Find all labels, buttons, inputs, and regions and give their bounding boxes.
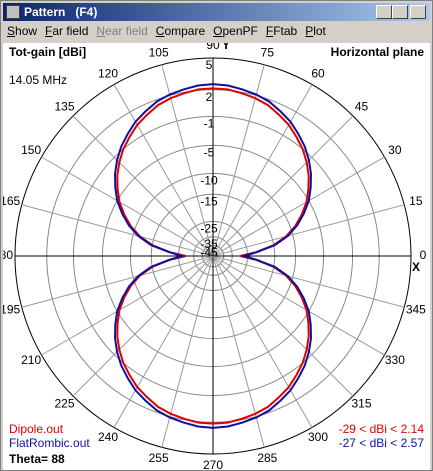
angle-label: 60 bbox=[311, 66, 325, 80]
menu-item[interactable]: Near field bbox=[96, 24, 148, 38]
angle-label: 285 bbox=[257, 451, 277, 465]
pattern-trace bbox=[113, 83, 313, 429]
angle-label: 255 bbox=[149, 451, 169, 465]
grid-spoke bbox=[212, 115, 354, 257]
plot-title: Tot-gain [dBi] bbox=[9, 45, 86, 59]
legend-name: Dipole.out bbox=[9, 422, 64, 436]
window-title: Pattern (F4) bbox=[24, 5, 98, 19]
title-bar: Pattern (F4) bbox=[3, 3, 430, 21]
frequency-label: 14.05 MHz bbox=[9, 73, 67, 87]
theta-label: Theta= 88 bbox=[9, 452, 65, 466]
maximize-button[interactable] bbox=[392, 5, 408, 19]
menu-item[interactable]: Plot bbox=[305, 24, 326, 38]
legend-range: -29 < dBi < 2.14 bbox=[339, 422, 425, 436]
close-button[interactable] bbox=[410, 5, 426, 19]
grid-spoke bbox=[212, 204, 405, 257]
grid-spoke bbox=[212, 255, 313, 428]
r-tick-label: -5 bbox=[204, 146, 215, 160]
angle-label: 75 bbox=[261, 45, 275, 59]
menu-item[interactable]: Compare bbox=[155, 24, 206, 38]
polar-plot: 0153045607590105120135150165180195210225… bbox=[3, 43, 430, 470]
menu-item[interactable]: Show bbox=[7, 24, 38, 38]
grid-spoke bbox=[161, 255, 214, 448]
angle-label: 120 bbox=[98, 66, 118, 80]
y-axis-label: Y bbox=[222, 43, 230, 52]
plane-label: Horizontal plane bbox=[331, 45, 425, 59]
grid-spoke bbox=[161, 64, 214, 257]
angle-label: 240 bbox=[98, 430, 118, 444]
grid-spoke bbox=[212, 255, 265, 448]
grid-spoke bbox=[212, 255, 405, 308]
angle-label: 45 bbox=[355, 100, 369, 114]
angle-label: 165 bbox=[3, 194, 20, 208]
r-tick-label: -45 bbox=[200, 245, 218, 259]
grid-spoke bbox=[41, 156, 214, 257]
grid-spoke bbox=[72, 115, 214, 257]
grid-spoke bbox=[212, 255, 385, 356]
grid-spoke bbox=[41, 255, 214, 356]
angle-label: 180 bbox=[3, 248, 13, 262]
r-tick-label: 2 bbox=[206, 90, 213, 104]
r-tick-label: -10 bbox=[200, 174, 218, 188]
grid-spoke bbox=[212, 156, 385, 257]
legend-range: -27 < dBi < 2.57 bbox=[339, 436, 425, 450]
legend-name: FlatRombic.out bbox=[9, 436, 90, 450]
angle-label: 0 bbox=[420, 248, 427, 262]
angle-label: 135 bbox=[54, 100, 74, 114]
angle-label: 30 bbox=[388, 143, 402, 157]
angle-label: 150 bbox=[21, 143, 41, 157]
angle-label: 195 bbox=[3, 303, 20, 317]
r-tick-label: -35 bbox=[200, 237, 218, 251]
r-tick-label: -1 bbox=[204, 117, 215, 131]
angle-label: 345 bbox=[406, 303, 426, 317]
window-icon bbox=[6, 5, 20, 19]
grid-spoke bbox=[113, 255, 214, 428]
grid-spoke bbox=[21, 255, 214, 308]
grid-spoke bbox=[212, 84, 313, 257]
angle-label: 15 bbox=[409, 194, 423, 208]
angle-label: 270 bbox=[203, 458, 223, 470]
menu-item[interactable]: FFtab bbox=[265, 24, 298, 38]
grid-spoke bbox=[113, 84, 214, 257]
grid-spoke bbox=[212, 255, 354, 397]
angle-label: 210 bbox=[21, 353, 41, 367]
angle-label: 300 bbox=[308, 430, 328, 444]
menu-bar: Show Far field Near field Compare OpenPF FFta… bbox=[3, 22, 430, 41]
r-tick-label: -25 bbox=[200, 222, 218, 236]
grid-spoke bbox=[72, 255, 214, 397]
angle-label: 225 bbox=[54, 397, 74, 411]
grid-spoke bbox=[21, 204, 214, 257]
minimize-button[interactable] bbox=[376, 5, 392, 19]
r-tick-label: -15 bbox=[200, 194, 218, 208]
x-axis-label: X bbox=[412, 260, 420, 274]
r-tick-label: 5 bbox=[206, 58, 213, 72]
grid-spoke bbox=[212, 64, 265, 257]
angle-label: 90 bbox=[206, 43, 220, 52]
menu-item[interactable]: Far field bbox=[45, 24, 89, 38]
menu-item[interactable]: OpenPF bbox=[213, 24, 258, 38]
angle-label: 315 bbox=[351, 397, 371, 411]
angle-label: 105 bbox=[149, 45, 169, 59]
angle-label: 330 bbox=[385, 353, 405, 367]
